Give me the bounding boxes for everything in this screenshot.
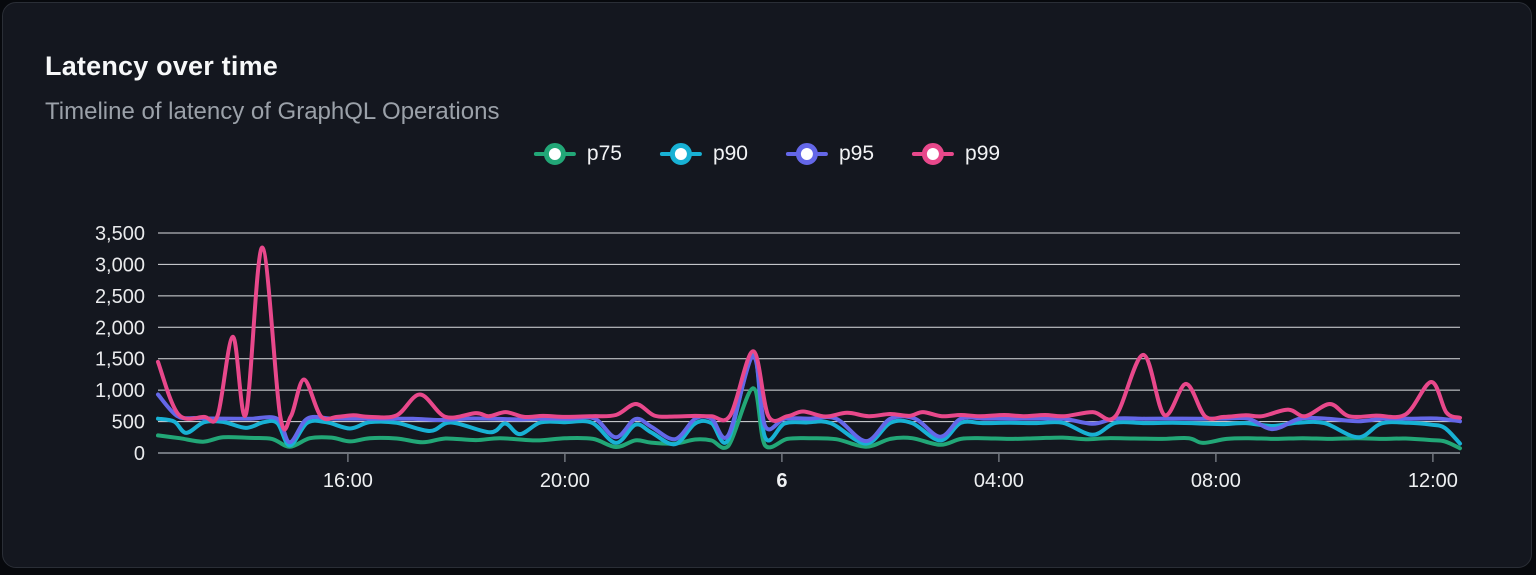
page-subtitle: Timeline of latency of GraphQL Operation… — [45, 98, 500, 125]
legend-item-p95[interactable]: p95 — [786, 142, 874, 166]
x-axis-tick-label: 16:00 — [323, 470, 373, 492]
y-axis-tick-label: 3,500 — [95, 223, 145, 245]
p90-series-marker-icon — [659, 142, 702, 166]
legend-label-p75: p75 — [586, 142, 622, 165]
legend-label-p95: p95 — [839, 142, 875, 165]
p99-series-marker-icon — [912, 142, 955, 166]
legend-item-p90[interactable]: p90 — [659, 142, 748, 166]
p75-line — [156, 386, 1462, 451]
x-axis-tick-label: 20:00 — [540, 470, 590, 492]
legend: p75 p90 p95 p99 — [533, 142, 1000, 166]
y-axis-tick-label: 2,500 — [95, 286, 145, 308]
latency-chart[interactable]: 0 500 1,000 1,500 2,000 2,500 3,000 3,500 16:00 2… — [3, 3, 1536, 575]
x-axis-tick-label: 04:00 — [974, 470, 1024, 492]
y-axis-tick-label: 1,000 — [95, 380, 145, 402]
legend-item-p99[interactable]: p99 — [912, 142, 1000, 166]
legend-label-p99: p99 — [965, 142, 1001, 165]
p90-line — [156, 351, 1462, 448]
y-axis-tick-label: 2,000 — [95, 317, 145, 339]
x-axis-tick-label: 6 — [776, 470, 787, 492]
p95-series-marker-icon — [786, 142, 828, 166]
legend-item-p75[interactable]: p75 — [533, 142, 622, 166]
x-axis-tick-label: 08:00 — [1191, 470, 1241, 492]
page-title: Latency over time — [45, 51, 278, 81]
y-axis-tick-label: 0 — [134, 443, 145, 465]
p99-line — [156, 245, 1462, 432]
legend-label-p90: p90 — [712, 142, 748, 165]
y-axis-tick-label: 500 — [112, 412, 145, 434]
x-axis-tick-label: 12:00 — [1408, 470, 1458, 492]
y-axis-tick-label: 1,500 — [95, 349, 145, 371]
p75-series-marker-icon — [533, 142, 576, 166]
y-axis-tick-label: 3,000 — [95, 254, 145, 276]
